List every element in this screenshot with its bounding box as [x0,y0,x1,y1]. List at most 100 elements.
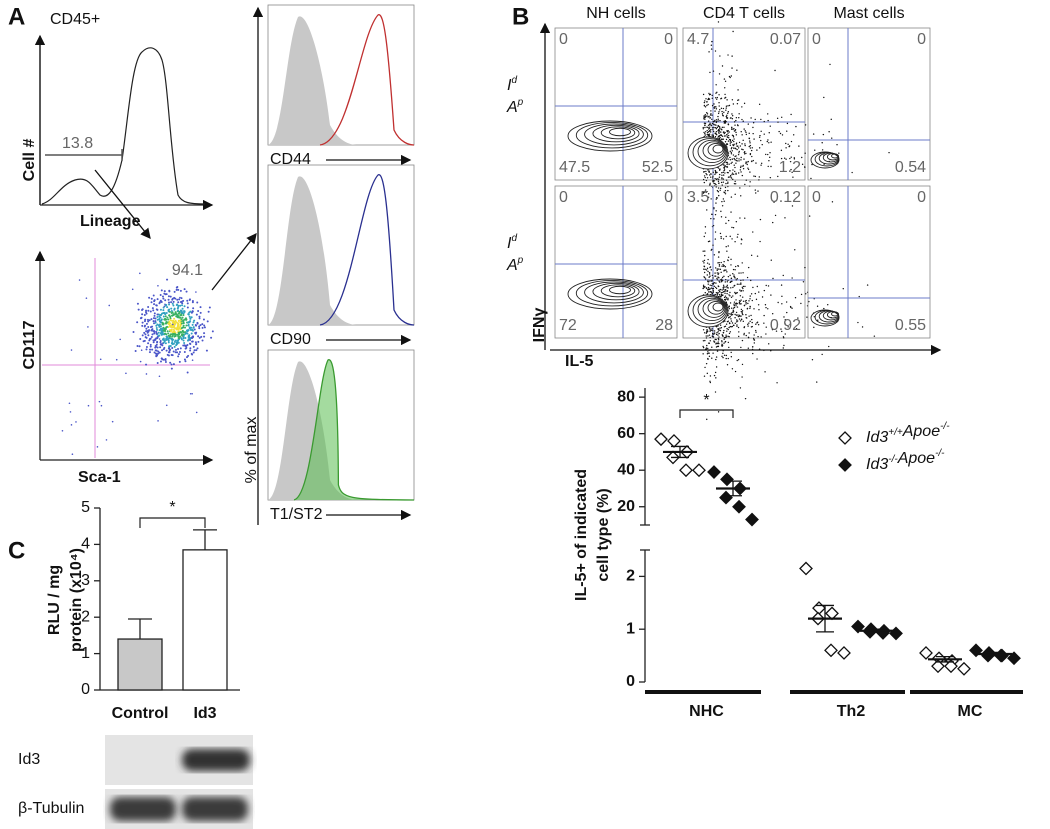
event-dot [729,140,732,142]
event-dot [736,277,738,280]
event-dot [851,171,853,174]
event-dot [731,325,734,328]
event-dot [167,298,170,301]
event-dot [165,333,168,336]
label-sup: +/+ [888,427,903,438]
event-dot [719,187,722,190]
event-dot [713,333,715,335]
contour [567,120,653,152]
data-point [837,646,851,660]
y-tick-label: 0 [81,681,90,698]
data-point [654,432,668,447]
event-dot [210,336,213,339]
event-dot [708,171,710,173]
event-dot [182,322,185,325]
row-label: Id [507,233,517,253]
event-dot [722,284,725,287]
event-dot [171,339,174,342]
event-dot [710,269,712,271]
event-dot [200,335,203,338]
event-dot [707,347,709,350]
event-dot [720,134,723,137]
event-dot [726,114,728,117]
event-dot [739,387,742,389]
event-dot [148,319,151,322]
event-dot [190,332,193,335]
event-dot [169,328,172,331]
event-dot [861,326,864,328]
event-dot [718,289,720,291]
event-dot [712,120,715,123]
event-dot [728,332,731,335]
event-dot [737,326,740,329]
event-dot [754,189,757,191]
event-dot [727,111,730,113]
event-dot [712,244,714,246]
event-dot [728,313,730,315]
event-dot [734,303,737,305]
event-dot [712,277,714,279]
event-dot [763,314,765,317]
event-dot [738,300,741,302]
event-dot [155,304,158,307]
event-dot [823,96,825,99]
event-dot [812,133,815,135]
event-dot [858,295,860,298]
event-dot [203,324,206,327]
event-dot [145,363,148,366]
event-dot [731,226,733,229]
event-dot [740,156,742,159]
event-dot [167,341,170,344]
event-dot [740,318,743,320]
event-dot [740,165,742,167]
event-dot [703,265,705,267]
event-dot [704,124,706,126]
event-dot [717,285,720,288]
event-dot [170,328,173,331]
event-dot [168,314,171,317]
event-dot [181,302,184,305]
event-dot [171,354,174,357]
event-dot [731,322,734,324]
event-dot [724,96,727,99]
event-dot [189,349,192,352]
event-dot [162,329,165,332]
event-dot [149,337,152,340]
event-dot [728,131,730,133]
event-dot [703,276,705,278]
event-dot [171,311,174,314]
event-dot [175,343,178,346]
event-dot [702,128,705,130]
event-dot [729,316,731,318]
event-dot [702,93,705,96]
event-dot [184,347,187,350]
event-dot [730,148,733,150]
event-dot [729,142,732,144]
event-dot [731,158,734,160]
event-dot [168,308,171,311]
event-dot [164,329,167,332]
event-dot [727,134,730,137]
event-dot [720,281,723,283]
event-dot [747,347,750,349]
event-dot [743,304,746,307]
event-dot [731,67,733,69]
event-dot [706,113,709,115]
event-dot [726,163,728,166]
event-dot [704,106,707,108]
event-dot [711,134,713,136]
event-dot [738,301,741,304]
event-dot [727,335,729,338]
event-dot [723,329,725,332]
event-dot [737,153,740,156]
event-dot [706,353,709,355]
event-dot [731,238,733,240]
event-dot [765,284,767,287]
event-dot [724,87,726,89]
event-dot [702,346,705,349]
event-dot [191,310,194,313]
isotype-histogram [268,16,358,146]
event-dot [720,292,723,294]
event-dot [87,326,89,328]
histogram [41,47,206,205]
